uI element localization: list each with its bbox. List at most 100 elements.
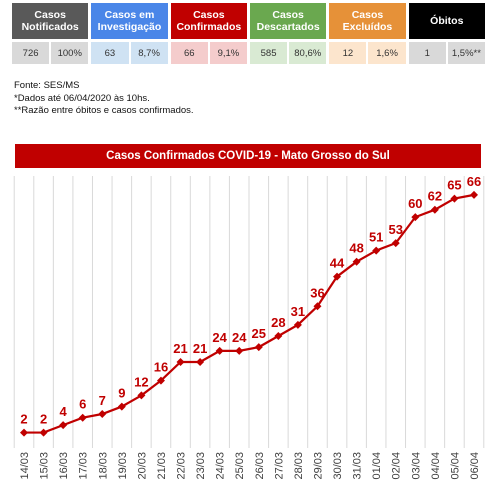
data-label: 31 [291,304,305,319]
x-tick-label: 24/03 [215,452,227,480]
data-label: 24 [212,330,227,345]
summary-value-pair-2: 66 9,1% [170,42,247,64]
data-label: 12 [134,374,148,389]
summary-header-1: Casos em Investigação [91,3,168,39]
data-label: 28 [271,315,285,330]
date-note: *Dados até 06/04/2020 às 10hs. [14,92,150,104]
chart-title: Casos Confirmados COVID-19 - Mato Grosso… [15,144,481,168]
data-label: 36 [310,285,324,300]
data-point [254,343,263,352]
data-label: 21 [193,341,207,356]
data-label: 21 [173,341,187,356]
data-label: 44 [330,256,345,271]
data-point [470,190,478,199]
data-point [176,358,185,366]
data-point [450,194,459,203]
summary-header-5: Óbitos [408,3,485,39]
data-label: 2 [20,412,27,427]
x-tick-label: 26/03 [254,452,266,480]
data-point [430,205,439,214]
data-point [391,239,400,248]
data-point [78,413,87,422]
x-tick-label: 03/04 [410,452,422,480]
data-label: 62 [428,189,442,204]
data-label: 53 [389,222,403,237]
x-tick-label: 14/03 [19,452,31,480]
summary-pct-1: 8,7% [130,42,168,64]
summary-pct-0: 100% [51,42,89,64]
summary-header-2: Casos Confirmados [170,3,247,39]
data-label: 25 [252,326,266,341]
data-label: 2 [40,412,47,427]
x-tick-label: 16/03 [58,452,70,480]
summary-header-3: Casos Descartados [249,3,327,39]
summary-pct-5: 1,5%** [447,42,485,64]
x-tick-label: 18/03 [97,452,109,480]
x-tick-label: 06/04 [469,452,481,480]
summary-value-pair-3: 585 80,6% [249,42,327,64]
summary-count-0: 726 [12,42,50,64]
summary-pct-2: 9,1% [209,42,247,64]
data-label: 65 [447,178,461,193]
data-label: 51 [369,230,383,245]
data-label: 6 [79,397,86,412]
summary-pct-3: 80,6% [289,42,327,64]
data-point [215,346,224,355]
x-tick-label: 21/03 [156,452,168,480]
summary-value-pair-5: 1 1,5%** [408,42,485,64]
summary-count-2: 66 [170,42,208,64]
source-note: Fonte: SES/MS [14,80,80,91]
summary-header-4: Casos Excluídos [329,3,406,39]
x-tick-label: 04/04 [430,452,442,480]
data-label: 7 [99,393,106,408]
data-label: 4 [60,404,68,419]
data-point [196,358,205,366]
x-tick-label: 15/03 [39,452,51,480]
x-tick-label: 28/03 [293,452,305,480]
data-label: 48 [349,241,363,256]
x-tick-label: 19/03 [117,452,129,480]
data-point [20,428,28,437]
data-label: 24 [232,330,247,345]
data-point [156,376,165,385]
notes: Fonte: SES/MS *Dados até 06/04/2020 às 1… [14,80,194,118]
data-point [59,421,68,430]
ratio-note: **Razão entre óbitos e casos confirmados… [14,105,194,116]
summary-pct-4: 1,6% [368,42,406,64]
data-point [313,302,322,311]
data-point [39,428,48,437]
summary-table: Casos Notificados Casos em Investigação Ca… [12,3,485,64]
x-tick-label: 31/03 [352,452,364,480]
data-point [352,257,361,266]
x-tick-label: 22/03 [176,452,188,480]
x-tick-label: 27/03 [273,452,285,480]
data-point [372,246,381,255]
summary-value-pair-1: 63 8,7% [91,42,168,64]
x-tick-label: 02/04 [391,452,403,480]
x-tick-label: 23/03 [195,452,207,480]
summary-count-5: 1 [408,42,446,64]
data-point [274,332,283,340]
data-label: 60 [408,196,422,211]
data-label: 16 [154,360,168,375]
summary-value-pair-4: 12 1,6% [329,42,406,64]
data-label: 9 [118,386,125,401]
summary-count-4: 12 [329,42,367,64]
x-tick-label: 30/03 [332,452,344,480]
data-point [137,391,146,400]
data-point [235,346,244,355]
data-point [293,320,302,329]
summary-header-0: Casos Notificados [12,3,89,39]
summary-value-row: 726 100% 63 8,7% 66 9,1% 585 80,6% 12 1,6% 1 1,5%** [12,42,485,64]
x-tick-label: 01/04 [371,452,383,480]
x-tick-label: 29/03 [312,452,324,480]
summary-header-row: Casos Notificados Casos em Investigação Ca… [12,3,485,39]
data-point [98,410,107,418]
data-label: 66 [467,174,481,189]
data-point [117,402,126,411]
data-point [333,272,342,281]
x-tick-label: 20/03 [136,452,148,480]
summary-count-1: 63 [91,42,129,64]
x-tick-label: 05/04 [449,452,461,480]
